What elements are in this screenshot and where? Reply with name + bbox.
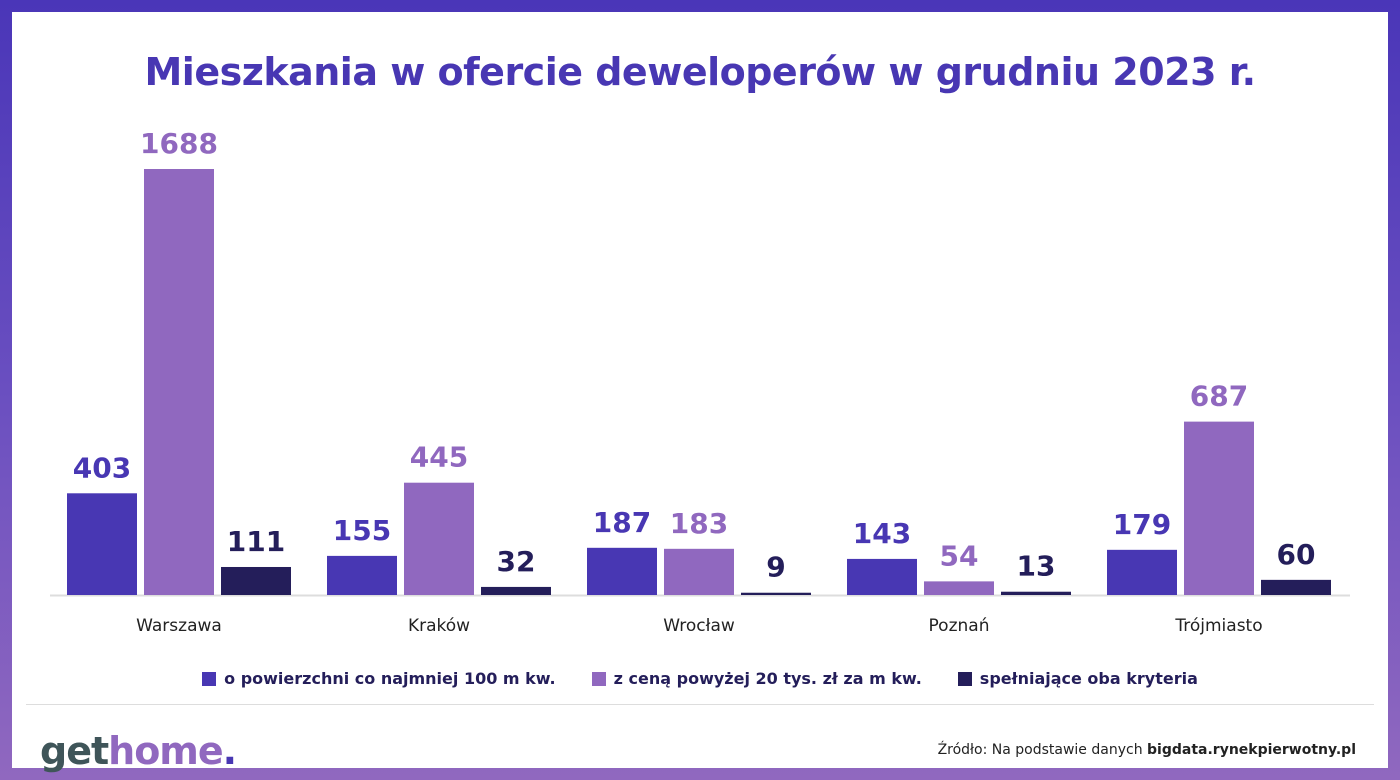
bar (221, 566, 291, 595)
category-label: Trójmiasto (1174, 616, 1262, 636)
value-label: 54 (940, 539, 979, 572)
legend-item: spełniające oba kryteria (957, 669, 1198, 688)
divider (26, 704, 1374, 705)
bar (1184, 421, 1254, 595)
legend-swatch (202, 671, 217, 686)
bar (327, 555, 397, 595)
value-label: 111 (227, 525, 285, 558)
value-label: 187 (593, 506, 651, 539)
legend-item: z ceną powyżej 20 tys. zł za m kw. (591, 669, 922, 688)
legend-swatch (957, 671, 972, 686)
chart-title: Mieszkania w ofercie deweloperów w grudn… (144, 50, 1256, 94)
legend-label: o powierzchni co najmniej 100 m kw. (224, 669, 556, 688)
value-label: 403 (73, 451, 131, 484)
value-label: 183 (670, 507, 728, 540)
value-label: 687 (1190, 380, 1248, 413)
value-label: 179 (1113, 508, 1171, 541)
bar (587, 547, 657, 595)
value-label: 143 (853, 517, 911, 550)
bar (67, 493, 137, 595)
legend: o powierzchni co najmniej 100 m kw. z cen… (12, 669, 1388, 688)
value-label: 445 (410, 441, 468, 474)
bar (1107, 549, 1177, 595)
chart-card: Mieszkania w ofercie deweloperów w grudn… (12, 12, 1388, 773)
category-label: Warszawa (136, 616, 222, 636)
legend-item: o powierzchni co najmniej 100 m kw. (202, 669, 556, 688)
legend-label: spełniające oba kryteria (979, 669, 1198, 688)
source-link: bigdata.rynekpierwotny.pl (1147, 742, 1356, 758)
category-label: Wrocław (663, 616, 735, 636)
source-prefix: Źródło: Na podstawie danych (937, 742, 1148, 758)
legend-swatch (591, 671, 606, 686)
bar (481, 586, 551, 595)
bar (1261, 579, 1331, 595)
gethome-logo: gethome. (40, 729, 237, 773)
category-label: Poznań (929, 616, 990, 636)
value-label: 155 (333, 514, 391, 547)
source-note: Źródło: Na podstawie danych bigdata.ryne… (938, 742, 1356, 758)
logo-part1: get (40, 729, 109, 773)
value-label: 9 (766, 551, 785, 584)
logo-part3: . (222, 729, 237, 773)
value-label: 1688 (140, 127, 218, 160)
logo-part2: home (108, 729, 224, 773)
bar-chart: 403 1688 111 Warszawa 155 445 32 Kraków 187 183 9 W… (50, 127, 1350, 636)
value-label: 60 (1277, 538, 1316, 571)
bar (1001, 591, 1071, 595)
bar (404, 482, 474, 595)
bar (144, 169, 214, 595)
category-label: Kraków (408, 616, 470, 636)
value-label: 32 (497, 545, 536, 578)
bar (741, 592, 811, 595)
legend-label: z ceną powyżej 20 tys. zł za m kw. (613, 669, 922, 688)
bar (924, 581, 994, 595)
bar (664, 548, 734, 595)
value-label: 13 (1017, 550, 1056, 583)
bar (847, 558, 917, 595)
